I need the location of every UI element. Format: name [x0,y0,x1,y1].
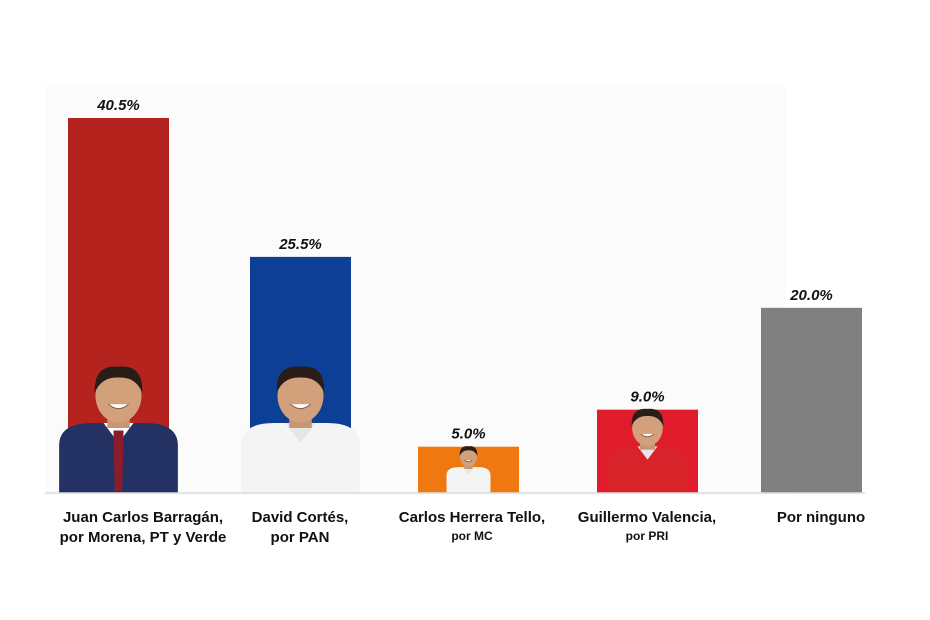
category-label-line1: Juan Carlos Barragán, [62,509,224,526]
value-label: 5.0% [451,426,485,443]
category-label: David Cortés, por PAN [200,508,400,548]
candidate-photo [241,366,360,493]
category-label-line1: Carlos Herrera Tello, [398,509,546,526]
category-label-line2: por Morena, PT y Verde [59,529,227,546]
candidate-photo [607,408,688,493]
category-label-line2: por MC [451,529,493,543]
category-label-line1: Guillermo Valencia, [577,509,717,526]
value-label: 25.5% [278,236,322,253]
category-label: Guillermo Valencia, por PRI [547,508,747,544]
candidate-photo [59,366,178,493]
category-label: Carlos Herrera Tello, por MC [372,508,572,544]
bar-5 [761,307,862,493]
category-label: Por ninguno [721,508,921,528]
bars-group: 40.5% 25.5% 5.0% 9.0% 20.0% [59,97,862,493]
value-label: 40.5% [96,97,140,114]
candidate-photo [446,446,491,493]
category-label: Juan Carlos Barragán, por Morena, PT y Ve… [43,508,243,548]
value-label: 9.0% [630,389,664,406]
value-label: 20.0% [789,287,833,304]
category-label-line1: Por ninguno [776,509,866,526]
category-label-line1: David Cortés, [251,509,349,526]
category-label-line2: por PRI [625,529,669,543]
category-label-line2: por PAN [270,529,330,546]
